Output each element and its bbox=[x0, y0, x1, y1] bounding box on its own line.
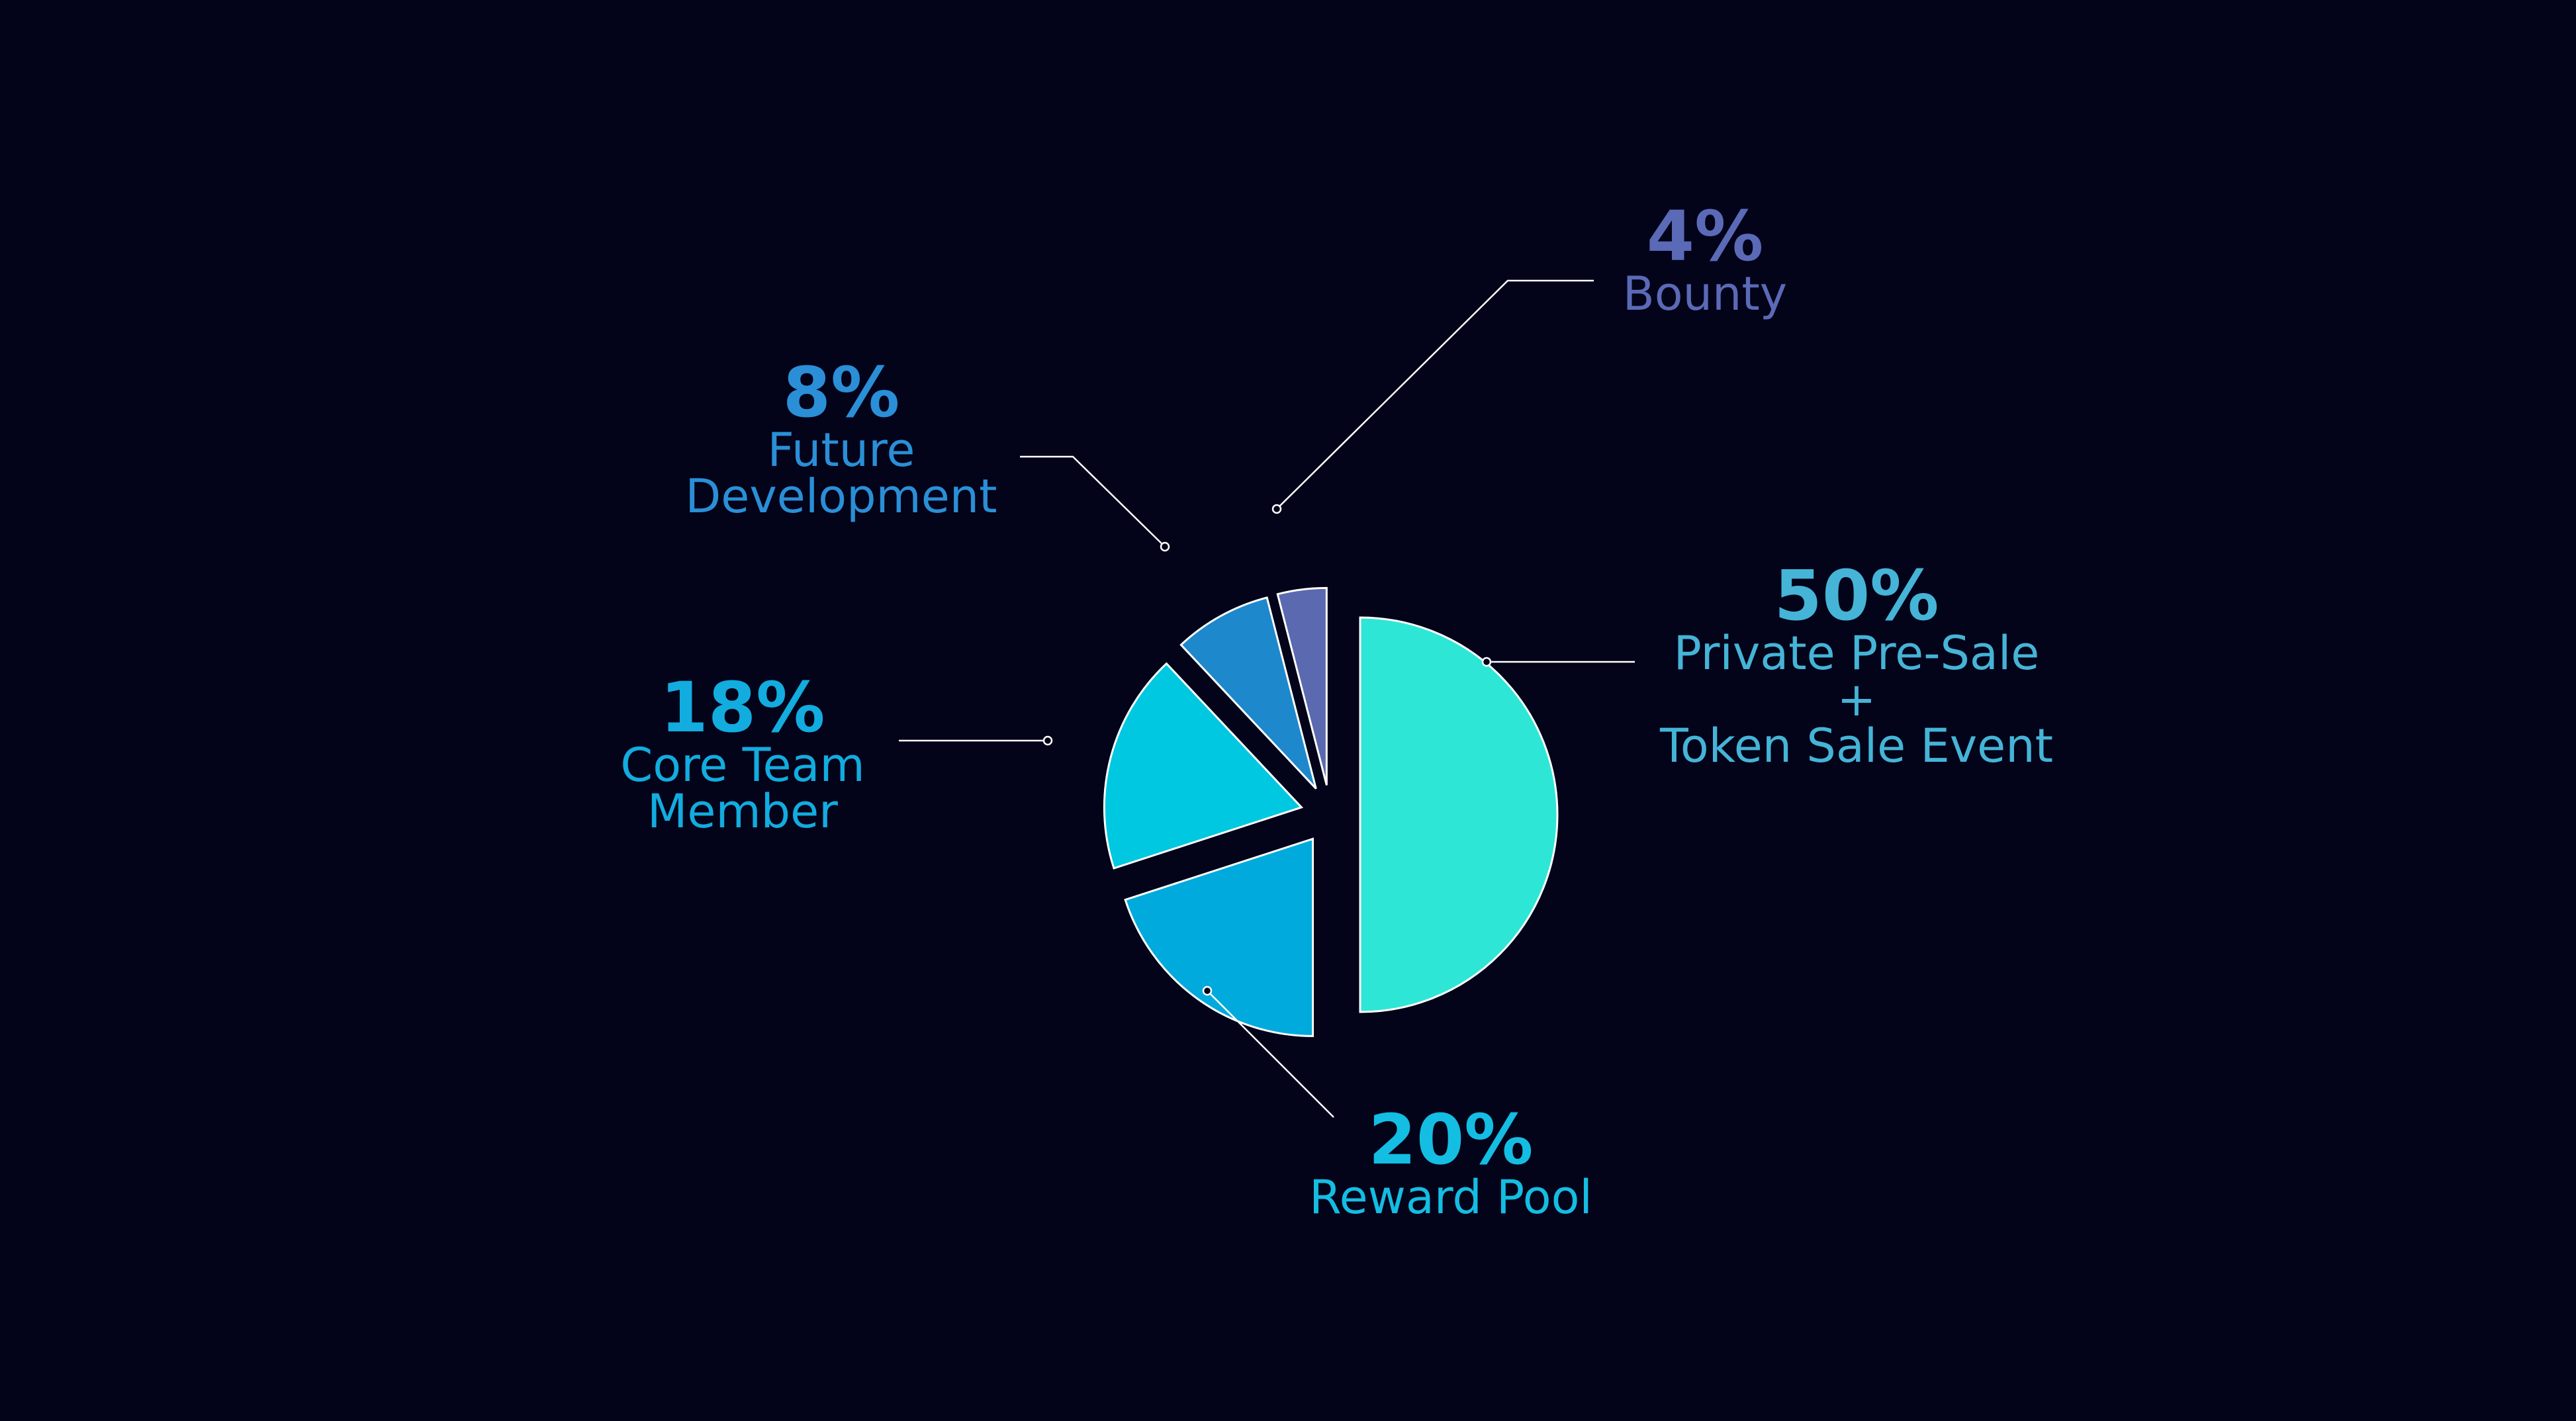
leader-line bbox=[1276, 279, 1594, 510]
leader-dot bbox=[1202, 986, 1213, 996]
category-label: Reward Pool bbox=[1309, 1170, 1592, 1224]
pie-slice bbox=[1179, 596, 1317, 790]
value-label: 4% bbox=[1646, 196, 1764, 277]
value-label: 20% bbox=[1368, 1099, 1534, 1180]
leader-line bbox=[1020, 455, 1166, 547]
leader-dot bbox=[1481, 657, 1492, 667]
leader-dot bbox=[1271, 504, 1282, 514]
pie-slice bbox=[1276, 586, 1328, 786]
pie-slice bbox=[1103, 662, 1304, 870]
slice-label: 20% Reward Pool bbox=[1309, 1105, 1592, 1220]
value-label: 18% bbox=[660, 667, 825, 748]
slice-label: 18% Core Team Member bbox=[620, 673, 864, 835]
category-label: Future Development bbox=[685, 423, 997, 524]
pie-slice bbox=[1124, 837, 1314, 1037]
value-label: 50% bbox=[1774, 555, 1939, 636]
leader-line bbox=[1207, 990, 1334, 1118]
slice-label: 4% Bounty bbox=[1623, 202, 1787, 317]
category-label: Private Pre-Sale + Token Sale Event bbox=[1659, 626, 2054, 773]
leader-dot bbox=[1042, 735, 1053, 746]
value-label: 8% bbox=[782, 352, 900, 433]
slice-label: 8% Future Development bbox=[685, 358, 997, 520]
category-label: Bounty bbox=[1622, 267, 1788, 321]
category-label: Core Team Member bbox=[620, 738, 865, 839]
slice-label: 50% Private Pre-Sale + Token Sale Event bbox=[1660, 561, 2053, 769]
leader-dot bbox=[1160, 541, 1170, 552]
pie-slice bbox=[1359, 616, 1559, 1013]
